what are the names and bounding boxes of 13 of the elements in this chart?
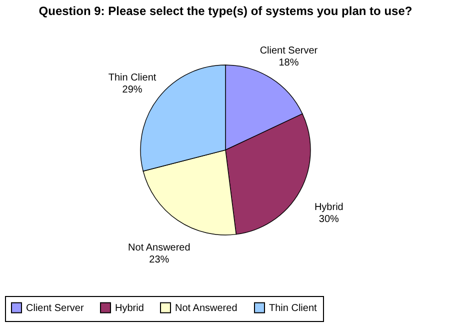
slice-label: Not Answered: [128, 242, 190, 254]
data-label: 30%: [318, 214, 340, 225]
legend-label: Not Answered: [175, 302, 238, 314]
slice-label: Client Server: [260, 45, 318, 56]
legend-label: Thin Client: [269, 302, 318, 314]
legend-label: Hybrid: [115, 302, 144, 314]
data-label: 29%: [122, 84, 142, 96]
slice-label: Hybrid: [314, 202, 344, 213]
data-label: 23%: [149, 254, 170, 266]
data-label: 18%: [278, 57, 299, 68]
slice-label: Thin Client: [108, 72, 156, 84]
legend-label: Client Server: [26, 302, 84, 314]
chart-title: Question 9: Please select the type(s) of systems you plan to use?: [38, 4, 412, 18]
